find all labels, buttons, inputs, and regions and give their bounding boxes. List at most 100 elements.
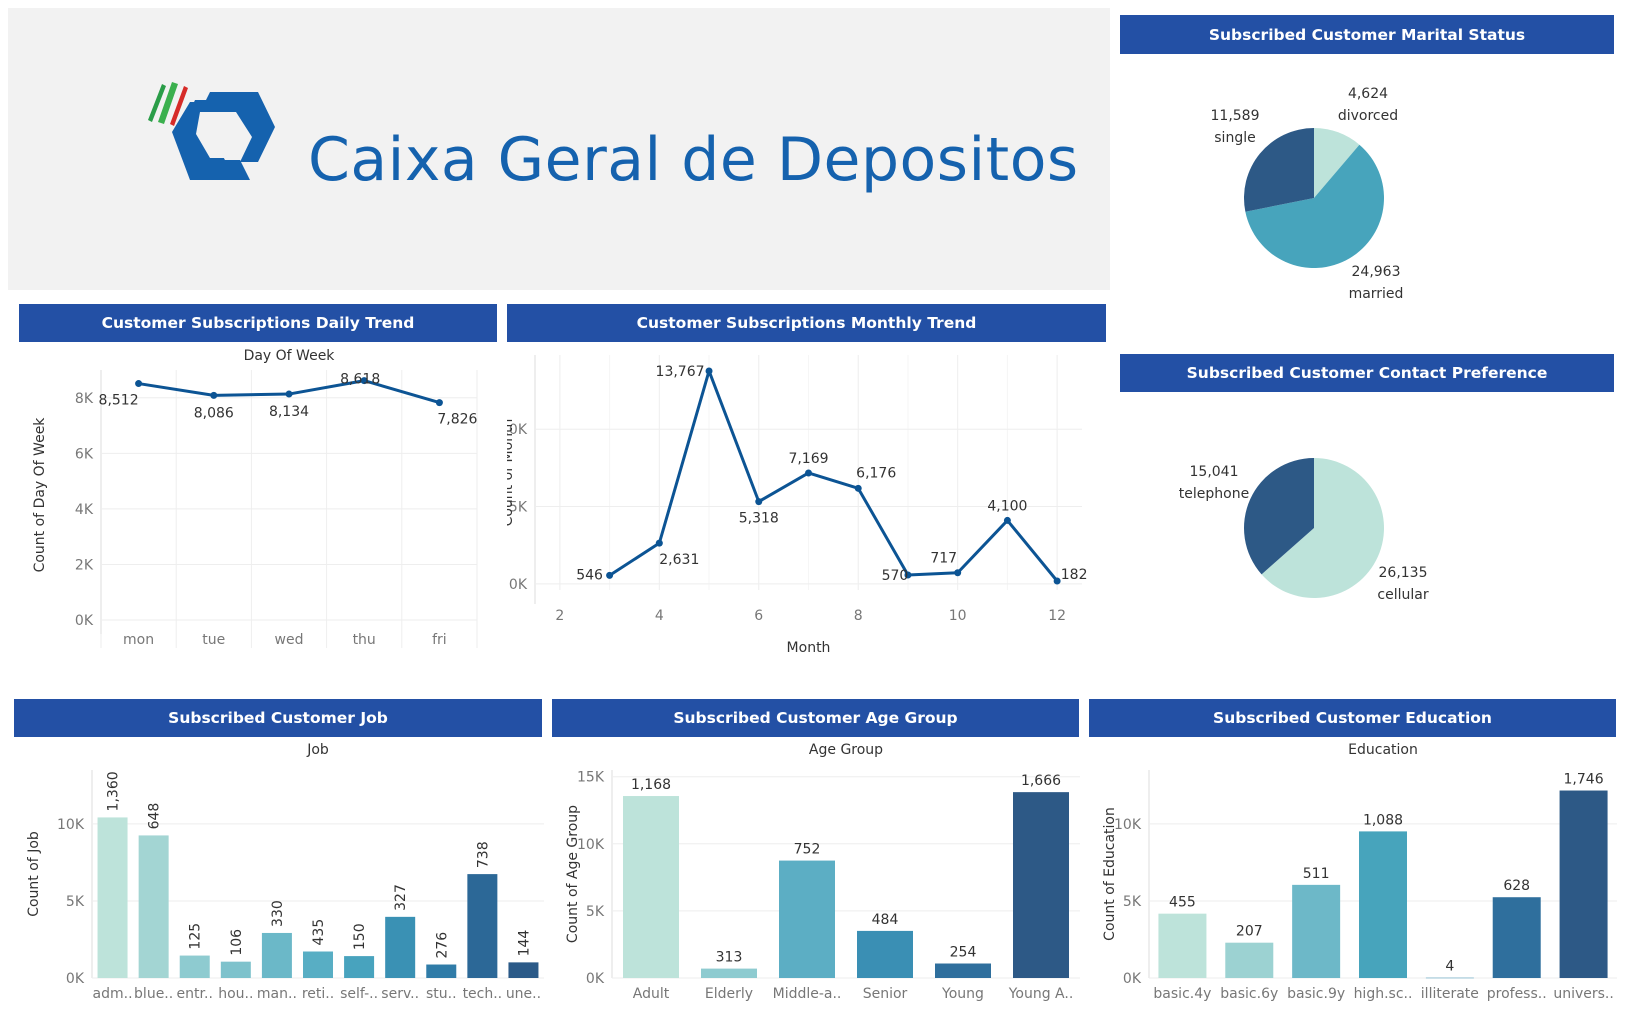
bar-value-label: 1,666 bbox=[1021, 773, 1061, 789]
bar-value-label: 144 bbox=[516, 930, 532, 957]
bar-profess.. bbox=[1492, 897, 1541, 978]
chart-title: Job bbox=[306, 742, 329, 758]
marital-header: Subscribed Customer Marital Status bbox=[1120, 15, 1614, 54]
x-tick-label: adm.. bbox=[93, 986, 133, 1002]
data-label: 7,169 bbox=[788, 451, 828, 467]
x-tick-label: Young A.. bbox=[1008, 986, 1074, 1002]
contact-header: Subscribed Customer Contact Preference bbox=[1120, 354, 1614, 392]
x-tick-label: Elderly bbox=[705, 986, 753, 1002]
x-tick-label: man.. bbox=[257, 986, 297, 1002]
x-tick-label: entr.. bbox=[177, 986, 213, 1002]
y-tick-label: 5K bbox=[586, 904, 605, 920]
x-tick-label: illiterate bbox=[1421, 986, 1479, 1002]
logo-panel: Caixa Geral de Depositos bbox=[8, 8, 1110, 290]
x-tick-label: serv.. bbox=[381, 986, 419, 1002]
x-tick-label: 2 bbox=[555, 608, 564, 624]
x-tick-label: Young bbox=[941, 986, 984, 1002]
daily-header: Customer Subscriptions Daily Trend bbox=[19, 304, 497, 342]
x-tick-label: tech.. bbox=[463, 986, 503, 1002]
data-point bbox=[755, 498, 763, 506]
bar-value-label: 1,746 bbox=[1564, 772, 1604, 788]
y-tick-label: 0K bbox=[75, 613, 94, 629]
bank-logo-icon bbox=[148, 82, 275, 180]
bar-value-label: 648 bbox=[147, 803, 163, 830]
data-point bbox=[655, 539, 663, 547]
pie-slice-divorced bbox=[1314, 128, 1360, 198]
y-tick-label: 10K bbox=[507, 422, 528, 438]
job-header: Subscribed Customer Job bbox=[14, 699, 542, 737]
education-bar-chart: 0K 5K 10K 455 basic.4y 207 basic.6y 511 basic.9y… bbox=[1102, 742, 1617, 1002]
data-label: 7,826 bbox=[437, 412, 477, 428]
bar-value-label: 207 bbox=[1236, 924, 1263, 940]
data-point bbox=[360, 377, 368, 385]
bar-value-label: 1,168 bbox=[631, 777, 671, 793]
x-tick-label: 8 bbox=[854, 608, 863, 624]
x-tick-label: basic.9y bbox=[1287, 986, 1345, 1002]
x-tick-label: tue bbox=[202, 632, 225, 648]
y-tick-label: 6K bbox=[75, 446, 94, 462]
pie-slice-cellular bbox=[1261, 458, 1384, 598]
y-tick-label: 2K bbox=[75, 557, 94, 573]
bar-basic.6y bbox=[1225, 942, 1274, 978]
pie-category-label: divorced bbox=[1338, 108, 1398, 124]
bar-value-label: 752 bbox=[794, 842, 821, 858]
data-point bbox=[210, 391, 218, 399]
y-axis-title: Count of Job bbox=[26, 831, 42, 917]
x-tick-label: une.. bbox=[506, 986, 541, 1002]
data-point bbox=[435, 399, 443, 407]
bar-value-label: 738 bbox=[475, 841, 491, 868]
data-label: 8,134 bbox=[269, 404, 309, 420]
data-label: 2,631 bbox=[659, 552, 699, 568]
bar-self-.. bbox=[344, 956, 375, 978]
bar-value-label: 1,360 bbox=[106, 771, 122, 811]
x-tick-label: wed bbox=[275, 632, 304, 648]
data-label: 8,086 bbox=[194, 405, 234, 421]
data-point bbox=[904, 571, 912, 579]
x-tick-label: Senior bbox=[863, 986, 908, 1002]
data-label: 182 bbox=[1061, 567, 1088, 583]
bar-value-label: 511 bbox=[1303, 866, 1330, 882]
bar-value-label: 1,088 bbox=[1363, 812, 1403, 828]
bar-univers.. bbox=[1559, 790, 1608, 978]
y-axis-title: Count of Day Of Week bbox=[32, 417, 48, 573]
bar-value-label: 628 bbox=[1503, 878, 1530, 894]
bar-reti.. bbox=[303, 951, 333, 978]
bar-value-label: 455 bbox=[1169, 895, 1196, 911]
y-tick-label: 15K bbox=[577, 770, 605, 786]
daily-line-chart: mon tue wed thu fri 0K 2K 4K 6K 8K 8,512 8,086 8,134… bbox=[32, 348, 478, 648]
y-tick-label: 0K bbox=[586, 971, 605, 987]
pie-category-label: telephone bbox=[1179, 486, 1249, 502]
data-label: 717 bbox=[930, 551, 957, 567]
data-label: 13,767 bbox=[656, 364, 705, 380]
bar-Adult bbox=[623, 796, 679, 978]
pie-value-label: 26,135 bbox=[1379, 565, 1428, 581]
bar-value-label: 150 bbox=[352, 923, 368, 950]
bar-value-label: 106 bbox=[229, 929, 245, 956]
brand-name: Caixa Geral de Depositos bbox=[308, 125, 1079, 195]
data-label: 8,512 bbox=[99, 393, 139, 409]
bar-Elderly bbox=[701, 968, 757, 978]
data-point bbox=[135, 380, 143, 388]
x-tick-label: hou.. bbox=[218, 986, 253, 1002]
job-bar-chart: 0K 5K 10K 1,360 adm.. 648 blue.. 125 entr.. 106 ho… bbox=[26, 742, 544, 1002]
bar-tech.. bbox=[467, 874, 498, 978]
chart-title: Day Of Week bbox=[244, 348, 336, 364]
data-point bbox=[606, 571, 614, 579]
data-point bbox=[705, 367, 713, 375]
x-tick-label: high.sc.. bbox=[1354, 986, 1413, 1002]
data-label: 546 bbox=[576, 567, 603, 583]
x-tick-label: 4 bbox=[655, 608, 664, 624]
pie-category-label: single bbox=[1214, 130, 1255, 146]
age-bar-chart: 0K 5K 10K 15K 1,168 Adult 313 Elderly 752 Middle-… bbox=[565, 742, 1080, 1002]
x-tick-label: self-.. bbox=[340, 986, 378, 1002]
bar-Senior bbox=[857, 930, 913, 978]
y-axis-title: Count of Age Group bbox=[565, 805, 581, 943]
pie-slice-single bbox=[1244, 128, 1314, 212]
education-header: Subscribed Customer Education bbox=[1089, 699, 1616, 737]
bar-value-label: 254 bbox=[950, 945, 977, 961]
y-tick-label: 5K bbox=[66, 894, 85, 910]
bar-Middle-a.. bbox=[779, 860, 835, 978]
x-tick-label: 12 bbox=[1048, 608, 1066, 624]
pie-category-label: cellular bbox=[1377, 587, 1428, 603]
x-tick-label: thu bbox=[353, 632, 376, 648]
